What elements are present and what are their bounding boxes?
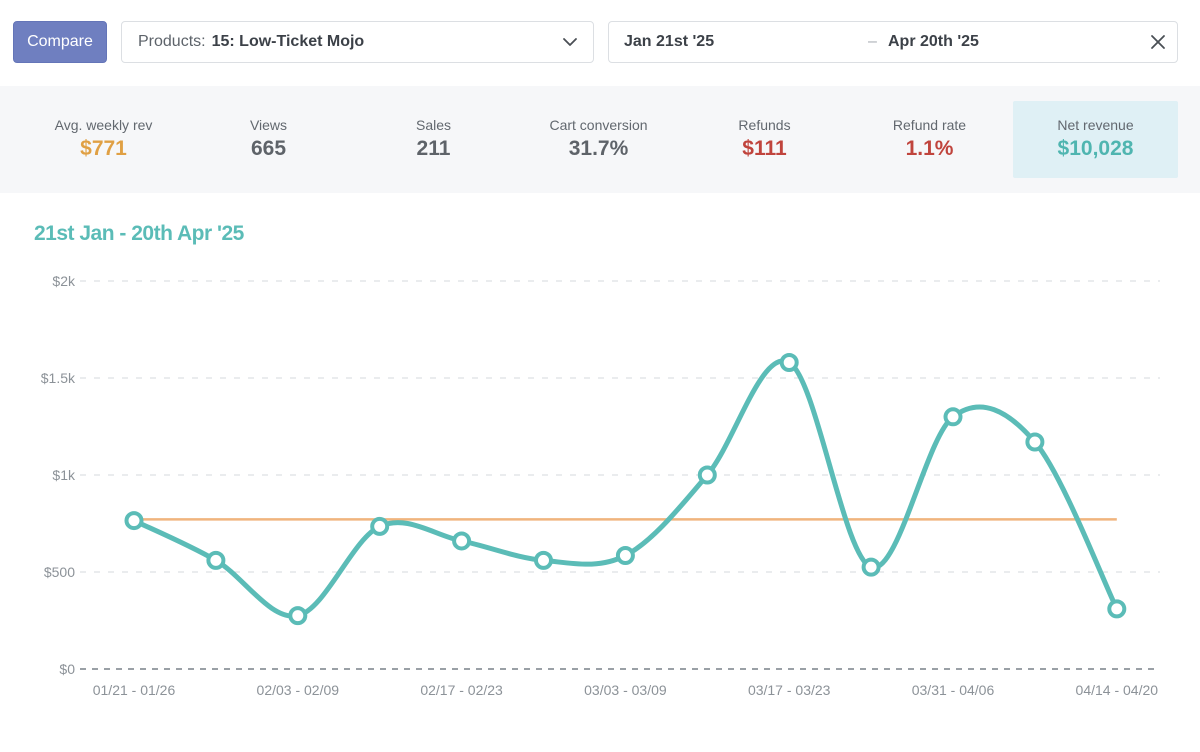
date-end-input[interactable]: Apr 20th '25 (888, 33, 979, 50)
stat-value: $10,028 (1057, 137, 1134, 160)
close-icon[interactable] (1149, 33, 1167, 51)
stat-label: Refund rate (892, 117, 967, 133)
y-tick-label: $2k (52, 273, 76, 289)
product-select[interactable]: Products: 15: Low-Ticket Mojo (121, 21, 594, 63)
revenue-line-chart: $0 $500 $1k $1.5k $2k 01/21 - 01/26 02/03 - 02… (41, 273, 1160, 698)
date-start-input[interactable]: Jan 21st '25 (624, 33, 715, 50)
stat-refunds[interactable]: Refunds $111 (682, 101, 847, 178)
product-select-label: Products: (138, 33, 206, 50)
stat-label: Avg. weekly rev (54, 117, 153, 133)
stat-avg-weekly-rev[interactable]: Avg. weekly rev $771 (21, 101, 186, 178)
y-tick-label: $500 (44, 564, 75, 580)
x-tick-label: 02/17 - 02/23 (420, 682, 503, 698)
stat-sales[interactable]: Sales 211 (351, 101, 516, 178)
date-range-picker[interactable]: Jan 21st '25 – Apr 20th '25 (608, 21, 1178, 63)
stat-value: 211 (416, 137, 451, 160)
data-point (615, 546, 635, 566)
data-point (1107, 599, 1127, 619)
stat-value: $111 (742, 137, 787, 160)
data-point (124, 511, 144, 531)
stat-label: Views (249, 117, 288, 133)
data-point (779, 352, 799, 372)
compare-button[interactable]: Compare (13, 21, 107, 63)
stat-value: $771 (80, 137, 127, 160)
data-point (1025, 432, 1045, 452)
date-separator: – (868, 33, 877, 50)
stats-bar: Avg. weekly rev $771 Views 665 Sales 211… (0, 86, 1200, 193)
stat-label: Net revenue (1057, 117, 1134, 133)
stat-net-revenue[interactable]: Net revenue $10,028 (1013, 101, 1178, 178)
data-point (943, 407, 963, 427)
stat-label: Cart conversion (549, 117, 648, 133)
product-select-value: 15: Low-Ticket Mojo (211, 33, 365, 50)
data-point (288, 606, 308, 626)
stat-views[interactable]: Views 665 (186, 101, 351, 178)
stat-cart-conversion[interactable]: Cart conversion 31.7% (516, 101, 681, 178)
x-tick-label: 03/17 - 03/23 (748, 682, 831, 698)
data-point (452, 531, 472, 551)
y-tick-label: $1k (52, 467, 76, 483)
stat-refund-rate[interactable]: Refund rate 1.1% (847, 101, 1012, 178)
x-tick-label: 02/03 - 02/09 (257, 682, 340, 698)
stat-value: 665 (250, 137, 287, 160)
x-tick-label: 03/31 - 04/06 (912, 682, 995, 698)
x-tick-label: 03/03 - 03/09 (584, 682, 667, 698)
toolbar: Compare Products: 15: Low-Ticket Mojo Jan… (0, 0, 1200, 86)
chevron-down-icon (563, 38, 577, 46)
y-tick-label: $0 (59, 661, 75, 677)
data-point (697, 465, 717, 485)
stat-label: Refunds (738, 117, 791, 133)
x-tick-label: 01/21 - 01/26 (93, 682, 176, 698)
x-tick-label: 04/14 - 04/20 (1076, 682, 1159, 698)
data-point (370, 516, 390, 536)
stat-value: 1.1% (905, 137, 954, 160)
stat-value: 31.7% (568, 137, 629, 160)
y-tick-label: $1.5k (41, 370, 76, 386)
stat-label: Sales (415, 117, 452, 133)
data-point (861, 557, 881, 577)
data-point (206, 550, 226, 570)
chart-title: 21st Jan - 20th Apr '25 (34, 222, 244, 245)
series-line (131, 358, 1120, 619)
data-point (534, 550, 553, 570)
